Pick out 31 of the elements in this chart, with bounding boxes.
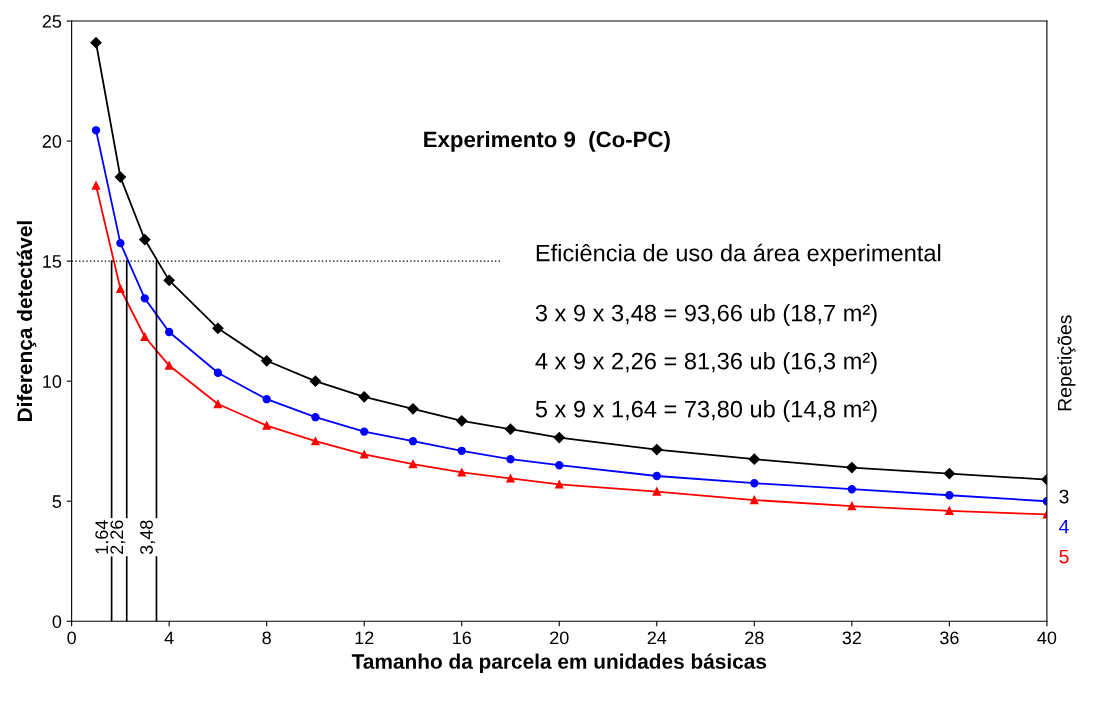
y-tick-label: 10 — [43, 375, 62, 388]
x-tick-label: 8 — [262, 631, 271, 645]
series-label: 5 — [1059, 549, 1069, 564]
ref-line-label: 3,48 — [140, 520, 156, 555]
ref-line-label: 2,26 — [110, 520, 126, 554]
y-tick-label: 5 — [52, 495, 62, 508]
x-tick-label: 4 — [164, 631, 174, 645]
x-tick-label: 36 — [940, 631, 959, 645]
text: Experimento 9 (Co-PC) — [424, 131, 670, 152]
y-tick-label: 15 — [43, 255, 62, 268]
x-tick-label: 28 — [745, 631, 764, 645]
x-axis-title: Tamanho da parcela em unidades básicas — [351, 653, 767, 673]
series-label: 4 — [1059, 519, 1069, 534]
y-tick-label: 0 — [52, 615, 62, 628]
x-tick-label: 0 — [67, 631, 76, 645]
annotation: 3 x 9 x 3,48 = 93,66 ub (18,7 m²) — [535, 304, 877, 327]
x-tick-label: 20 — [550, 631, 569, 645]
series-label: 3 — [1059, 489, 1069, 504]
y-axis-title: Diferença detectável — [16, 221, 37, 422]
ref-line-label: 1,64 — [95, 520, 111, 554]
annotation: Eficiência de uso da área experimental — [536, 243, 941, 267]
x-tick-label: 24 — [647, 631, 667, 645]
x-tick-label: 12 — [355, 631, 374, 645]
legend-title: Repetições — [1057, 315, 1076, 411]
x-tick-label: 16 — [453, 631, 471, 645]
y-tick-label: 25 — [42, 14, 62, 28]
annotation: 4 x 9 x 2,26 = 81,36 ub (16,3 m²) — [535, 352, 877, 375]
y-tick-label: 20 — [42, 135, 62, 148]
annotation: 5 x 9 x 1,64 = 73,80 ub (14,8 m²) — [535, 400, 877, 423]
x-tick-label: 32 — [842, 631, 861, 645]
x-tick-label: 40 — [1037, 631, 1057, 645]
